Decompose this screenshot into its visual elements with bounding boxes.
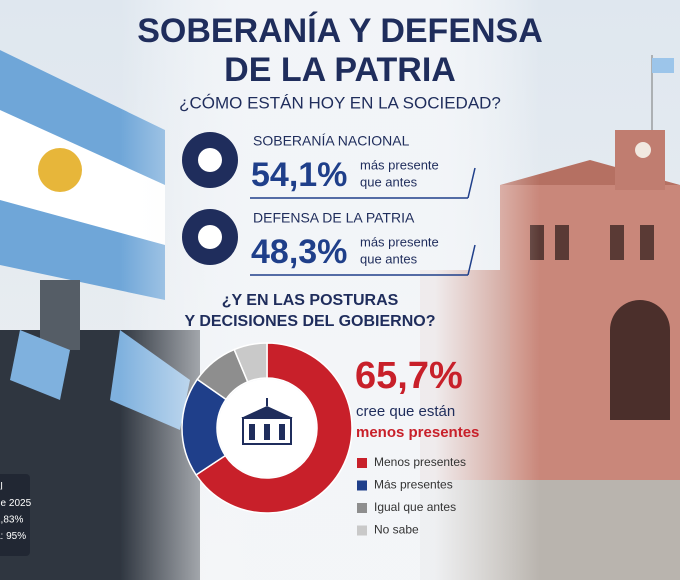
stat-label: DEFENSA DE LA PATRIA [253, 210, 415, 226]
stats: SOBERANÍA NACIONAL 54,1% más presente que a… [182, 132, 476, 276]
donut-slice [233, 342, 268, 383]
chart-title: ¿Y EN LAS POSTURAS [222, 292, 399, 309]
chart-title: Y DECISIONES DEL GOBIERNO? [184, 313, 435, 330]
stat-text: que antes [360, 174, 418, 189]
legend: Menos presentes Más presentes Igual que an… [357, 455, 466, 537]
stat-text: más presente [360, 234, 439, 249]
stat-text: más presente [360, 157, 439, 172]
header: SOBERANÍA Y DEFENSA DE LA PATRIA ¿CÓMO E… [137, 12, 543, 113]
legend-swatch [357, 503, 367, 513]
stat-icon [198, 148, 222, 172]
legend-label: Menos presentes [374, 455, 466, 469]
note-text: de 2025 [0, 498, 32, 509]
subtitle: ¿CÓMO ESTÁN HOY EN LA SOCIEDAD? [179, 93, 501, 112]
stat-rule [467, 167, 476, 199]
donut [181, 342, 353, 514]
note-text: al [0, 482, 3, 493]
note-text: a: 95% [0, 531, 26, 542]
stat-value: 48,3% [251, 233, 347, 271]
legend-label: Más presentes [374, 478, 453, 492]
legend-label: No sabe [374, 523, 419, 537]
title: SOBERANÍA Y DEFENSA [137, 12, 543, 50]
highlight-value: 65,7% [355, 355, 463, 397]
stat-rule [467, 244, 476, 276]
legend-label: Igual que antes [374, 500, 456, 514]
annotation: menos presentes [356, 424, 479, 441]
title: DE LA PATRIA [224, 51, 456, 89]
annotation: cree que están [356, 403, 455, 420]
stat-text: que antes [360, 251, 418, 266]
note: al de 2025 2,83% a: 95% [0, 474, 32, 556]
center-icon [218, 379, 316, 477]
legend-swatch [357, 480, 367, 491]
note-text: 2,83% [0, 515, 23, 526]
legend-swatch [357, 458, 367, 468]
stat-label: SOBERANÍA NACIONAL [253, 133, 410, 149]
stat-value: 54,1% [251, 156, 347, 194]
donut-slice [195, 342, 353, 514]
legend-swatch [357, 525, 367, 536]
stat-icon [198, 225, 222, 249]
